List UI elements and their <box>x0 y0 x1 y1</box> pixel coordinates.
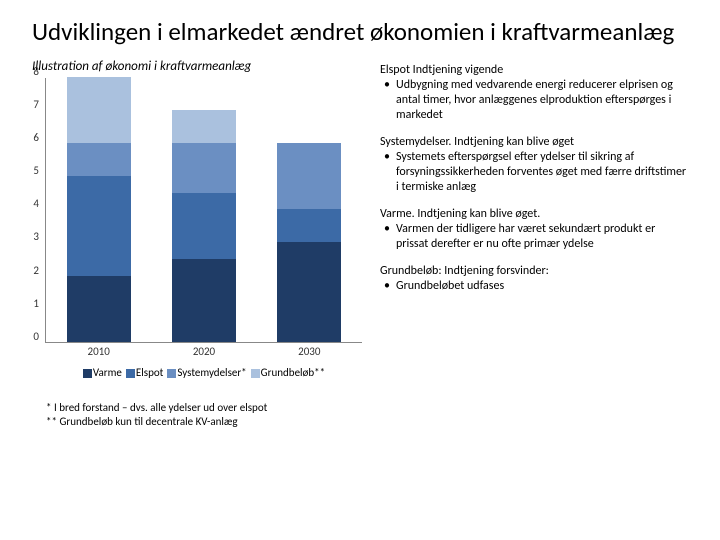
info-bullet: Udbygning med vedvarende energi reducere… <box>396 78 688 123</box>
info-block-head: Varme. Indtjening kan blive øget. <box>380 207 688 222</box>
info-block-3: Grundbeløb: Indtjening forsvinder:Grundb… <box>380 264 688 294</box>
info-block-list: Varmen der tidligere har været sekundært… <box>380 222 688 252</box>
x-axis: 2010 2020 2030 <box>46 345 362 358</box>
info-block-1: Systemydelser. Indtjening kan blive øget… <box>380 135 688 195</box>
x-label: 2030 <box>277 345 341 358</box>
legend-label: Systemydelser* <box>177 366 246 379</box>
info-block-head: Elspot Indtjening vigende <box>380 63 688 78</box>
info-block-2: Varme. Indtjening kan blive øget.Varmen … <box>380 207 688 252</box>
legend-label: Elspot <box>136 366 163 379</box>
left-column: Illustration af økonomi i kraftvarmeanlæ… <box>32 59 362 430</box>
segment-systemydelser <box>172 143 236 193</box>
chart-legend: Varme Elspot Systemydelser* Grundbeløb** <box>46 366 362 379</box>
info-block-list: Udbygning med vedvarende energi reducere… <box>380 78 688 123</box>
segment-elspot <box>67 176 131 275</box>
legend-label: Grundbeløb** <box>261 366 325 379</box>
x-label: 2020 <box>172 345 236 358</box>
info-bullet: Varmen der tidligere har været sekundært… <box>396 222 688 252</box>
chart-subtitle: Illustration af økonomi i kraftvarmeanlæ… <box>32 59 362 74</box>
segment-grundbelb <box>172 110 236 143</box>
info-block-head: Systemydelser. Indtjening kan blive øget <box>380 135 688 150</box>
info-block-list: Systemets efterspørgsel efter ydelser ti… <box>380 150 688 195</box>
segment-systemydelser <box>67 143 131 176</box>
legend-item: Systemydelser* <box>167 366 246 379</box>
bar-2030 <box>277 143 341 342</box>
x-label: 2010 <box>67 345 131 358</box>
segment-systemydelser <box>277 143 341 209</box>
info-block-list: Grundbeløbet udfases <box>380 279 688 294</box>
segment-elspot <box>172 193 236 259</box>
legend-swatch <box>167 369 176 378</box>
segment-grundbelb <box>67 77 131 143</box>
main-row: Illustration af økonomi i kraftvarmeanlæ… <box>32 59 688 430</box>
segment-varme <box>67 276 131 342</box>
info-bullet: Systemets efterspørgsel efter ydelser ti… <box>396 150 688 195</box>
legend-label: Varme <box>93 366 122 379</box>
page-title: Udviklingen i elmarkedet ændret økonomie… <box>32 18 688 47</box>
footnote-1: * I bred forstand – dvs. alle ydelser ud… <box>46 401 362 415</box>
footnotes: * I bred forstand – dvs. alle ydelser ud… <box>46 401 362 430</box>
info-block-0: Elspot Indtjening vigendeUdbygning med v… <box>380 63 688 123</box>
info-bullet: Grundbeløbet udfases <box>396 279 688 294</box>
legend-swatch <box>83 369 92 378</box>
y-axis: 012345678 <box>32 78 46 343</box>
segment-varme <box>172 259 236 342</box>
right-column: Elspot Indtjening vigendeUdbygning med v… <box>380 59 688 430</box>
legend-item: Elspot <box>126 366 163 379</box>
legend-swatch <box>251 369 260 378</box>
legend-item: Varme <box>83 366 122 379</box>
legend-swatch <box>126 369 135 378</box>
segment-varme <box>277 242 341 341</box>
chart-plot <box>46 78 362 343</box>
segment-elspot <box>277 209 341 242</box>
footnote-2: ** Grundbeløb kun til decentrale KV-anlæ… <box>46 415 362 429</box>
bar-2010 <box>67 77 131 342</box>
info-block-head: Grundbeløb: Indtjening forsvinder: <box>380 264 688 279</box>
chart: 012345678 <box>32 78 362 343</box>
bar-2020 <box>172 110 236 342</box>
legend-item: Grundbeløb** <box>251 366 325 379</box>
